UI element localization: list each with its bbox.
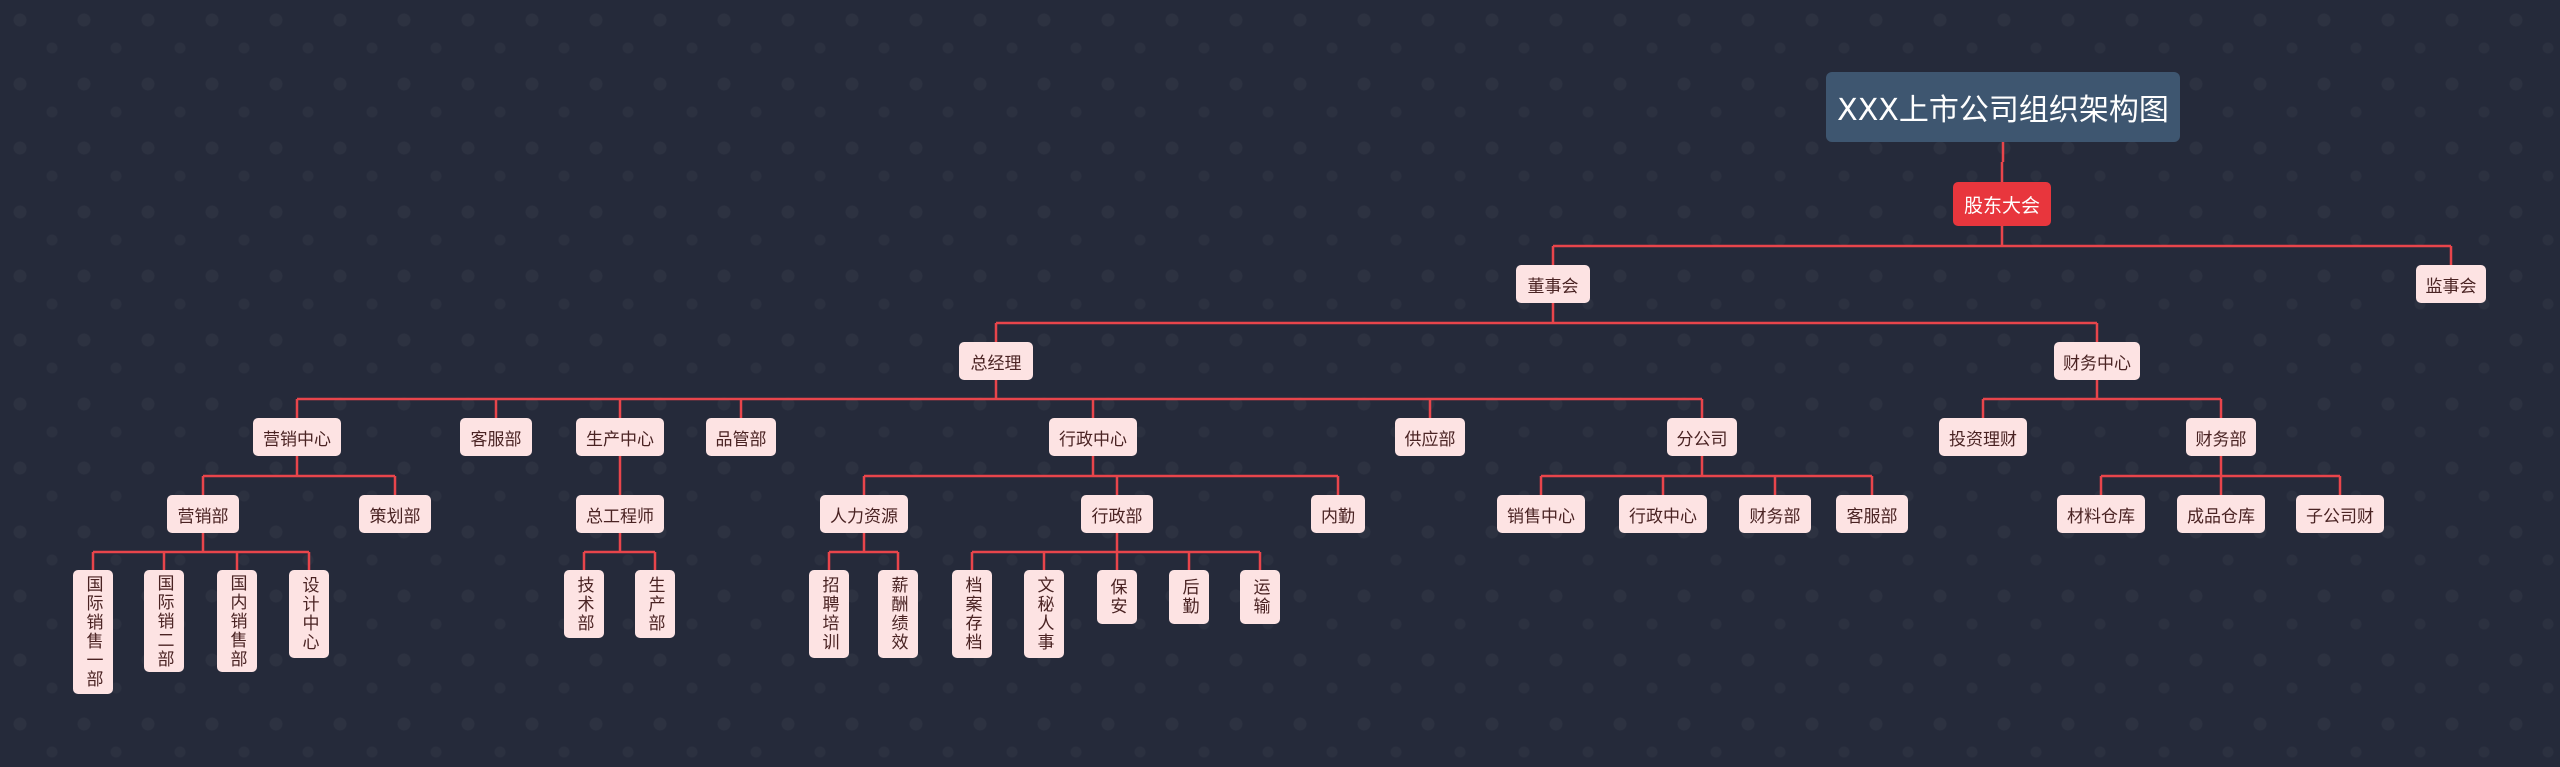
org-node-0-0-0-3[interactable]: 品管部 bbox=[706, 418, 776, 456]
diagram-title-node[interactable]: XXX上市公司组织架构图 bbox=[1826, 72, 2180, 142]
org-node-label: 成品仓库 bbox=[2187, 506, 2255, 527]
org-node-0-0-0-2-0-0[interactable]: 技术部 bbox=[564, 570, 604, 638]
org-node-0-0-0-1[interactable]: 客服部 bbox=[460, 418, 532, 456]
org-node-label: 运输 bbox=[1249, 578, 1270, 616]
org-node-label: 档案存档 bbox=[961, 576, 982, 652]
org-node-label: 文秘人事 bbox=[1033, 576, 1054, 652]
org-node-0-0-0-4-1-2[interactable]: 保安 bbox=[1097, 570, 1137, 624]
org-node-label: 财务部 bbox=[1749, 506, 1801, 527]
org-node-0-0-0-0-0-1[interactable]: 国际销二部 bbox=[144, 570, 184, 672]
org-node-label: 董事会 bbox=[1527, 276, 1579, 297]
org-node-label: 招聘培训 bbox=[818, 576, 839, 652]
org-node-label: 品管部 bbox=[715, 429, 767, 450]
org-node-0-0-0-0-0-3[interactable]: 设计中心 bbox=[289, 570, 329, 658]
org-node-0-0-1-0[interactable]: 投资理财 bbox=[1939, 418, 2027, 456]
org-node-label: 国际销售一部 bbox=[82, 575, 103, 689]
org-node-label: 总工程师 bbox=[586, 506, 654, 527]
org-node-0-0-0-4-1-0[interactable]: 档案存档 bbox=[952, 570, 992, 658]
org-node-label: 客服部 bbox=[1846, 506, 1898, 527]
org-node-0-0-0-4-1[interactable]: 行政部 bbox=[1081, 495, 1153, 533]
org-node-label: 投资理财 bbox=[1949, 429, 2017, 450]
org-node-0-0-1-1-1[interactable]: 成品仓库 bbox=[2177, 495, 2265, 533]
org-node-0-0-0-0[interactable]: 营销中心 bbox=[253, 418, 341, 456]
org-node-label: 内勤 bbox=[1321, 506, 1355, 527]
org-node-0-0-0-5[interactable]: 供应部 bbox=[1395, 418, 1465, 456]
org-node-label: 监事会 bbox=[2425, 276, 2477, 297]
org-node-label: 客服部 bbox=[470, 429, 522, 450]
org-node-0-0-1-1[interactable]: 财务部 bbox=[2186, 418, 2256, 456]
org-node-0-1[interactable]: 监事会 bbox=[2416, 265, 2486, 303]
org-node-label: 保安 bbox=[1106, 578, 1127, 616]
org-node-0-0-0-2[interactable]: 生产中心 bbox=[576, 418, 664, 456]
org-node-label: 财务中心 bbox=[2063, 353, 2131, 374]
org-node-0-0-0-2-0-1[interactable]: 生产部 bbox=[635, 570, 675, 638]
org-node-label: 设计中心 bbox=[298, 576, 319, 652]
org-node-0-0-0-4-1-4[interactable]: 运输 bbox=[1240, 570, 1280, 624]
org-node-label: 薪酬绩效 bbox=[887, 576, 908, 652]
org-node-label: 生产中心 bbox=[586, 429, 654, 450]
org-node-label: 供应部 bbox=[1404, 429, 1456, 450]
org-node-0-0-0[interactable]: 总经理 bbox=[959, 342, 1033, 380]
org-node-label: 财务部 bbox=[2195, 429, 2247, 450]
org-node-0-0-0-6[interactable]: 分公司 bbox=[1667, 418, 1737, 456]
org-node-label: 股东大会 bbox=[1963, 194, 2040, 217]
org-node-label: 行政中心 bbox=[1059, 429, 1127, 450]
org-node-label: 生产部 bbox=[644, 575, 665, 633]
org-node-label: 后勤 bbox=[1178, 578, 1199, 616]
org-node-0-0-0-2-0[interactable]: 总工程师 bbox=[576, 495, 664, 533]
org-node-0-0-1-1-0[interactable]: 材料仓库 bbox=[2057, 495, 2145, 533]
org-node-0-0-0-6-1[interactable]: 行政中心 bbox=[1619, 495, 1707, 533]
org-node-0-0-0-0-0-2[interactable]: 国内销售部 bbox=[217, 570, 257, 672]
org-node-0-0-0-0-0-0[interactable]: 国际销售一部 bbox=[73, 570, 113, 694]
org-node-label: 行政中心 bbox=[1629, 506, 1697, 527]
org-node-label: XXX上市公司组织架构图 bbox=[1837, 93, 2169, 128]
org-node-label: 行政部 bbox=[1091, 506, 1143, 527]
org-node-label: 分公司 bbox=[1676, 429, 1728, 450]
org-node-label: 技术部 bbox=[573, 575, 594, 633]
org-node-label: 子公司财 bbox=[2306, 506, 2374, 527]
org-node-0-0-0-4-0[interactable]: 人力资源 bbox=[820, 495, 908, 533]
org-node-0-0-0-0-0[interactable]: 营销部 bbox=[167, 495, 239, 533]
org-node-0-0-0-4-2[interactable]: 内勤 bbox=[1311, 495, 1365, 533]
org-node-0-0-0-4-0-1[interactable]: 薪酬绩效 bbox=[878, 570, 918, 658]
org-node-0-0-0-6-2[interactable]: 财务部 bbox=[1739, 495, 1811, 533]
org-node-label: 营销部 bbox=[177, 506, 229, 527]
org-node-0-0-1[interactable]: 财务中心 bbox=[2054, 342, 2140, 380]
org-node-0-0-0-4[interactable]: 行政中心 bbox=[1049, 418, 1137, 456]
org-node-0-0-0-6-3[interactable]: 客服部 bbox=[1836, 495, 1908, 533]
org-node-label: 总经理 bbox=[970, 353, 1022, 374]
org-node-0-0-0-6-0[interactable]: 销售中心 bbox=[1497, 495, 1585, 533]
org-node-0-0-1-1-2[interactable]: 子公司财 bbox=[2296, 495, 2384, 533]
org-node-label: 材料仓库 bbox=[2067, 506, 2135, 527]
org-node-label: 人力资源 bbox=[830, 506, 898, 527]
org-node-0[interactable]: 股东大会 bbox=[1953, 182, 2051, 226]
org-node-0-0-0-0-1[interactable]: 策划部 bbox=[359, 495, 431, 533]
org-node-0-0[interactable]: 董事会 bbox=[1516, 265, 1590, 303]
org-node-label: 策划部 bbox=[369, 506, 421, 527]
org-node-0-0-0-4-1-1[interactable]: 文秘人事 bbox=[1024, 570, 1064, 658]
org-node-label: 国内销售部 bbox=[226, 573, 247, 669]
org-node-0-0-0-4-0-0[interactable]: 招聘培训 bbox=[809, 570, 849, 658]
org-node-label: 营销中心 bbox=[263, 429, 331, 450]
org-node-label: 国际销二部 bbox=[153, 573, 174, 669]
org-node-0-0-0-4-1-3[interactable]: 后勤 bbox=[1169, 570, 1209, 624]
org-node-label: 销售中心 bbox=[1507, 506, 1575, 527]
